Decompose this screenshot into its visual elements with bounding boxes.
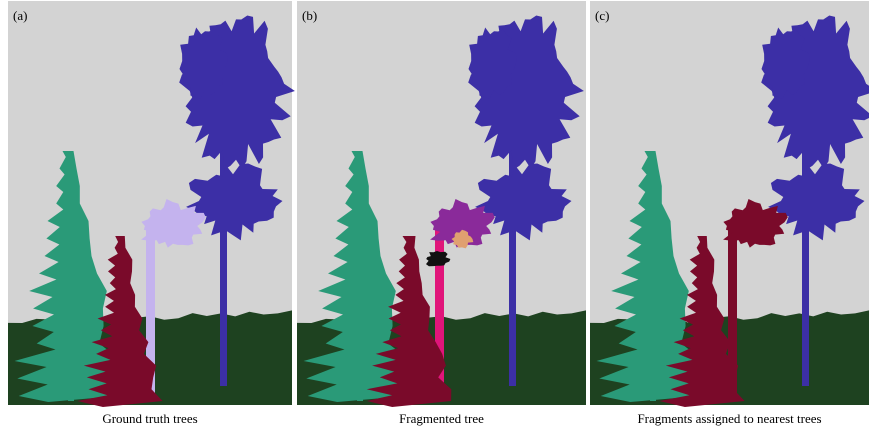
panel-caption: Fragmented tree [399, 411, 484, 426]
panel-caption: Fragments assigned to nearest trees [637, 411, 821, 426]
figure: (a) Ground truth trees (b) Fragmented tree (… [0, 0, 869, 429]
panel-label: (c) [595, 8, 609, 23]
panel: (a) [8, 1, 295, 407]
panel-caption: Ground truth trees [102, 411, 197, 426]
panel-label: (b) [302, 8, 317, 23]
panel: (b) [297, 1, 586, 407]
panel: (c) [590, 1, 869, 407]
panel-label: (a) [13, 8, 27, 23]
